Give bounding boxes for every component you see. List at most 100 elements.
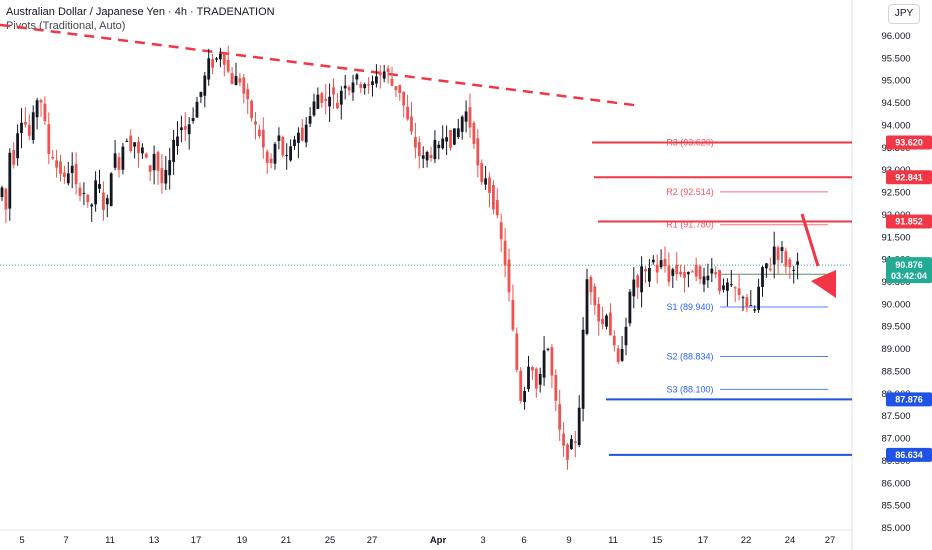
candle-body	[476, 138, 480, 166]
y-tick-label: 85.000	[881, 523, 910, 534]
candle-body	[663, 258, 667, 267]
candle-body	[706, 275, 710, 281]
candle-body	[74, 164, 78, 185]
candle-body	[164, 169, 168, 184]
candle-body	[402, 91, 406, 106]
candle-body	[445, 137, 448, 142]
level-badge-value: 93.620	[895, 137, 923, 147]
candle-body	[671, 269, 675, 276]
candle-body	[222, 53, 226, 65]
candle-body	[4, 188, 8, 210]
candle-body	[367, 84, 370, 86]
candle-body	[121, 146, 125, 170]
candle-body	[531, 367, 534, 371]
candle-body	[495, 200, 499, 216]
candle-body	[554, 374, 558, 401]
x-tick-label: 3	[480, 535, 485, 546]
level-badge	[886, 447, 932, 462]
candle-body	[651, 259, 655, 263]
candle-body	[363, 84, 367, 89]
candle-body	[687, 271, 690, 275]
candle-body	[702, 276, 706, 285]
candle-body	[304, 124, 308, 143]
forecast-arrow-shaft[interactable]	[800, 213, 820, 267]
candle-body	[31, 112, 35, 141]
x-tick-label: 17	[698, 535, 709, 546]
candle-body	[172, 139, 175, 162]
level-badge	[886, 392, 932, 407]
trendline[interactable]	[0, 23, 637, 107]
candle-body	[421, 155, 425, 159]
pivot-label: S1 (89.940)	[666, 302, 713, 312]
y-tick-label: 88.500	[881, 366, 910, 377]
symbol-title[interactable]: Australian Dollar / Japanese Yen · 4h · …	[6, 6, 275, 18]
level-badge-value: 86.634	[895, 450, 923, 460]
candle-body	[694, 264, 698, 277]
candle-body	[488, 177, 491, 193]
candle-body	[51, 156, 55, 159]
candle-body	[382, 71, 386, 79]
candle-body	[117, 157, 121, 170]
candle-body	[542, 350, 546, 378]
candle-body	[339, 90, 343, 105]
candle-body	[320, 93, 324, 103]
candle-body	[726, 282, 729, 291]
candle-body	[242, 77, 246, 94]
current-price-badge	[886, 257, 932, 284]
candle-body	[406, 106, 409, 120]
candle-body	[285, 155, 289, 157]
x-tick-label: 11	[608, 535, 618, 546]
candle-body	[620, 349, 624, 361]
level-badge	[886, 135, 932, 150]
candle-body	[332, 87, 335, 95]
x-tick-label: 27	[367, 535, 378, 546]
candle-body	[570, 439, 573, 450]
candle-body	[632, 279, 636, 297]
candle-body	[710, 268, 714, 274]
candle-body	[772, 246, 776, 265]
candle-body	[714, 272, 718, 275]
candle-body	[499, 222, 503, 240]
candle-body	[558, 404, 562, 430]
candle-body	[86, 194, 90, 203]
candle-body	[27, 124, 31, 136]
candle-body	[254, 121, 257, 125]
level-badge-value: 87.876	[895, 394, 923, 404]
candle-body	[534, 368, 538, 389]
candle-body	[371, 81, 374, 85]
pivot-label: R2 (92.514)	[666, 187, 714, 197]
x-tick-label: 22	[741, 535, 752, 546]
currency-button[interactable]: JPY	[888, 4, 920, 24]
x-tick-label: 11	[105, 535, 115, 546]
candle-body	[449, 130, 452, 148]
candle-body	[768, 268, 772, 270]
candle-body	[152, 153, 156, 171]
candle-body	[683, 271, 686, 278]
x-tick-label: 27	[825, 535, 836, 546]
candle-body	[511, 300, 515, 330]
x-tick-label: 15	[652, 535, 663, 546]
candle-body	[394, 86, 398, 91]
candle-body	[464, 111, 468, 122]
candle-body	[293, 139, 296, 147]
candle-body	[624, 326, 628, 346]
y-tick-label: 95.000	[881, 76, 910, 87]
candle-body	[628, 291, 632, 324]
candle-body	[180, 127, 183, 131]
candle-body	[47, 124, 51, 154]
candle-body	[336, 102, 339, 109]
candle-body	[659, 260, 663, 268]
candle-body	[737, 288, 741, 296]
candle-body	[105, 198, 109, 205]
candle-body	[601, 318, 604, 325]
candle-body	[63, 172, 66, 177]
candle-body	[745, 297, 749, 307]
candle-body	[66, 173, 70, 184]
y-tick-label: 90.000	[881, 299, 910, 310]
candle-body	[12, 149, 16, 165]
candle-body	[343, 85, 347, 89]
candle-body	[168, 160, 172, 176]
x-tick-label: Apr	[430, 535, 447, 546]
candle-body	[144, 153, 148, 158]
